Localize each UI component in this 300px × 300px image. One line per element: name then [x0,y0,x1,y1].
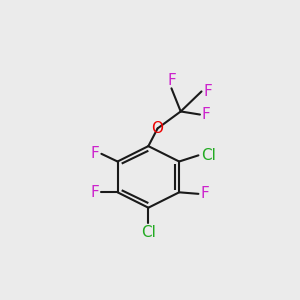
Text: Cl: Cl [141,225,156,240]
Text: F: F [203,84,212,99]
Text: F: F [202,107,210,122]
Text: Cl: Cl [201,148,216,163]
Text: F: F [201,186,209,201]
Text: O: O [152,121,164,136]
Text: F: F [90,185,99,200]
Text: F: F [90,146,99,161]
Text: F: F [167,73,176,88]
